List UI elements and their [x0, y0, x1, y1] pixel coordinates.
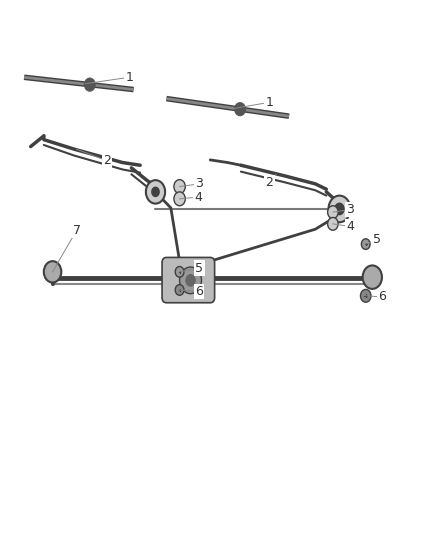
Text: 7: 7: [73, 224, 81, 237]
Circle shape: [174, 180, 185, 193]
Circle shape: [85, 78, 95, 91]
Text: 2: 2: [265, 176, 273, 189]
Circle shape: [328, 206, 338, 219]
Circle shape: [146, 180, 165, 204]
Circle shape: [360, 289, 371, 302]
Text: 5: 5: [373, 233, 381, 246]
Text: 4: 4: [194, 191, 202, 204]
Circle shape: [235, 103, 245, 116]
Circle shape: [180, 267, 201, 294]
Circle shape: [44, 261, 61, 282]
Circle shape: [328, 196, 350, 222]
Circle shape: [361, 239, 370, 249]
Circle shape: [328, 217, 338, 230]
Text: 6: 6: [378, 290, 386, 303]
Circle shape: [363, 265, 382, 289]
Text: 2: 2: [103, 155, 111, 167]
Text: 3: 3: [346, 203, 354, 216]
Text: 1: 1: [125, 71, 133, 84]
Circle shape: [334, 203, 345, 215]
Circle shape: [185, 274, 196, 287]
Circle shape: [175, 285, 184, 295]
Text: 3: 3: [195, 177, 203, 190]
Text: 1: 1: [265, 96, 273, 109]
FancyBboxPatch shape: [162, 257, 215, 303]
Text: 4: 4: [346, 220, 354, 233]
Text: 5: 5: [195, 262, 203, 274]
Circle shape: [175, 266, 184, 277]
Circle shape: [151, 187, 160, 197]
Text: 6: 6: [195, 285, 203, 298]
Circle shape: [174, 192, 185, 206]
